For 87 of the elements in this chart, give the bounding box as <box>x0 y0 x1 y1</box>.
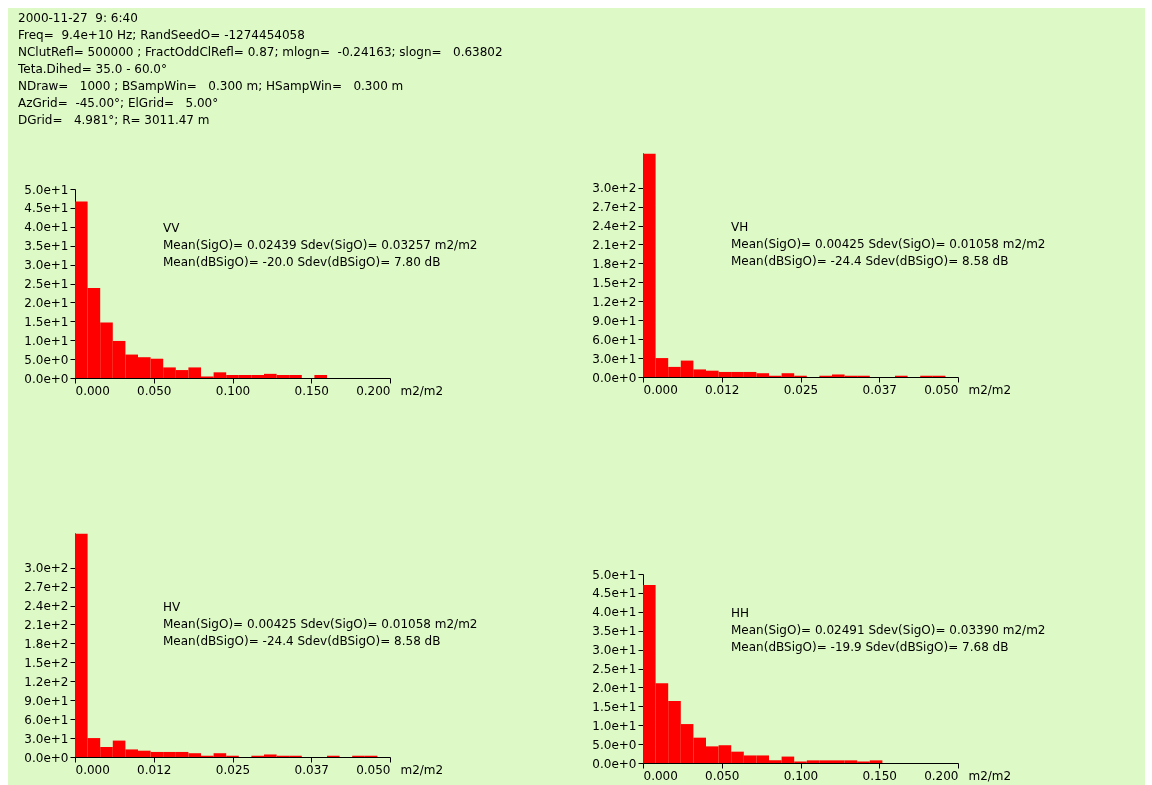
x-tick-label: 0.050 <box>924 382 959 397</box>
x-axis-title: m2/m2 <box>968 382 1012 397</box>
text: NDraw= 1000 ; BSampWin= 0.300 m; HSampWin= 0.300 m <box>18 78 405 95</box>
x-tick-label: 0.037 <box>862 382 897 397</box>
y-tick-label: 2.4e+2 <box>592 219 637 234</box>
y-tick-label: 3.5e+1 <box>24 239 69 254</box>
y-tick-label: 2.0e+1 <box>24 295 69 310</box>
y-tick-label: 0.0e+0 <box>592 370 637 385</box>
y-tick-label: 3.5e+1 <box>592 624 637 639</box>
x-tick-label: 0.000 <box>75 762 110 777</box>
y-tick-label: 1.8e+2 <box>592 256 637 271</box>
x-tick-label: 0.012 <box>137 762 172 777</box>
y-tick-label: 2.7e+2 <box>24 580 69 595</box>
x-tick-label: 0.150 <box>294 383 329 398</box>
y-tick-label: 4.5e+1 <box>592 586 637 601</box>
y-tick-label: 6.0e+1 <box>592 332 637 347</box>
x-tick-label: 0.025 <box>215 762 251 777</box>
y-tick-label: 2.4e+2 <box>24 599 69 614</box>
y-tick-label: 1.5e+2 <box>592 275 637 290</box>
x-tick-label: 0.200 <box>924 768 959 783</box>
y-tick-label: 1.0e+1 <box>24 333 69 348</box>
y-tick-label: 0.0e+0 <box>24 750 69 765</box>
x-tick-label: 0.100 <box>215 383 251 398</box>
x-axis-title: m2/m2 <box>400 762 444 777</box>
x-tick-label: 0.000 <box>643 382 678 397</box>
annotation: Mean(SigO)= 0.00425 Sdev(SigO)= 0.01058 m2/m2 <box>731 237 1046 251</box>
x-tick-label: 0.150 <box>862 768 897 783</box>
x-tick-label: 0.012 <box>705 382 740 397</box>
x-tick-label: 0.100 <box>783 768 819 783</box>
y-tick-label: 0.0e+0 <box>24 371 69 386</box>
y-tick-label: 9.0e+1 <box>24 693 69 708</box>
annotation: Mean(SigO)= 0.02491 Sdev(SigO)= 0.03390 m2/m2 <box>731 623 1046 637</box>
text: AzGrid= -45.00°; ElGrid= 5.00° <box>18 95 220 112</box>
text: Freq= 9.4e+10 Hz; RandSeedO= -1274454058 <box>18 27 306 44</box>
y-tick-label: 0.0e+0 <box>592 756 637 771</box>
annotation: Mean(dBSigO)= -19.9 Sdev(dBSigO)= 7.68 dB <box>731 640 1009 654</box>
y-tick-label: 4.0e+1 <box>592 605 637 620</box>
y-tick-label: 2.5e+1 <box>592 662 637 676</box>
y-tick-label: 2.1e+2 <box>592 237 637 252</box>
y-tick-label: 2.7e+2 <box>592 200 637 215</box>
y-tick-label: 3.0e+1 <box>592 643 637 658</box>
y-tick-label: 3.0e+2 <box>592 181 637 196</box>
y-tick-label: 2.1e+2 <box>24 617 69 632</box>
y-tick-label: 3.0e+1 <box>592 351 637 366</box>
y-tick-label: 1.0e+1 <box>592 718 637 733</box>
y-tick-label: 1.5e+2 <box>24 655 69 670</box>
text: VV <box>163 221 181 235</box>
x-tick-label: 0.200 <box>356 383 391 398</box>
y-tick-label: 1.2e+2 <box>24 674 69 689</box>
x-tick-label: 0.000 <box>75 383 110 398</box>
y-tick-label: 4.0e+1 <box>24 220 69 235</box>
y-tick-label: 3.0e+1 <box>24 731 69 746</box>
text: HV <box>163 600 182 614</box>
y-tick-label: 3.0e+2 <box>24 561 69 576</box>
y-tick-label: 5.0e+0 <box>24 352 69 367</box>
y-tick-label: 3.0e+1 <box>24 258 69 273</box>
text: NClutRefl= 500000 ; FractOddClRefl= 0.87; mlogn= -0.24163; slogn= 0.63802 <box>18 44 503 61</box>
text: Teta.Dihed= 35.0 - 60.0° <box>18 61 168 78</box>
y-tick-label: 2.5e+1 <box>24 277 69 291</box>
y-tick-label: 1.5e+1 <box>592 699 637 714</box>
text: HH <box>731 606 750 620</box>
x-axis-title: m2/m2 <box>968 768 1012 783</box>
y-tick-label: 1.2e+2 <box>592 294 637 309</box>
annotation: Mean(SigO)= 0.02439 Sdev(SigO)= 0.03257 m2/m2 <box>163 238 478 252</box>
annotation: Mean(SigO)= 0.00425 Sdev(SigO)= 0.01058 m2/m2 <box>163 617 478 631</box>
x-tick-label: 0.037 <box>294 762 329 777</box>
y-tick-label: 9.0e+1 <box>592 313 637 328</box>
y-tick-label: 6.0e+1 <box>24 712 69 727</box>
annotation: Mean(dBSigO)= -20.0 Sdev(dBSigO)= 7.80 dB <box>163 255 441 269</box>
text: 2000-11-27 9: 6:40 <box>18 10 139 27</box>
text: VH <box>731 220 749 234</box>
text: DGrid= 4.981°; R= 3011.47 m <box>18 112 211 129</box>
annotation: Mean(dBSigO)= -24.4 Sdev(dBSigO)= 8.58 dB <box>731 254 1009 268</box>
y-tick-label: 1.8e+2 <box>24 636 69 651</box>
x-tick-label: 0.025 <box>783 382 819 397</box>
y-tick-label: 1.5e+1 <box>24 314 69 329</box>
y-tick-label: 5.0e+0 <box>592 737 637 752</box>
y-tick-label: 2.0e+1 <box>592 680 637 695</box>
x-tick-label: 0.000 <box>643 768 678 783</box>
y-tick-label: 5.0e+1 <box>592 567 637 582</box>
x-tick-label: 0.050 <box>705 768 740 783</box>
x-tick-label: 0.050 <box>356 762 391 777</box>
y-tick-label: 5.0e+1 <box>24 182 69 197</box>
x-tick-label: 0.050 <box>137 383 172 398</box>
y-tick-label: 4.5e+1 <box>24 201 69 216</box>
x-axis-title: m2/m2 <box>400 383 444 398</box>
annotation: Mean(dBSigO)= -24.4 Sdev(dBSigO)= 8.58 dB <box>163 634 441 648</box>
